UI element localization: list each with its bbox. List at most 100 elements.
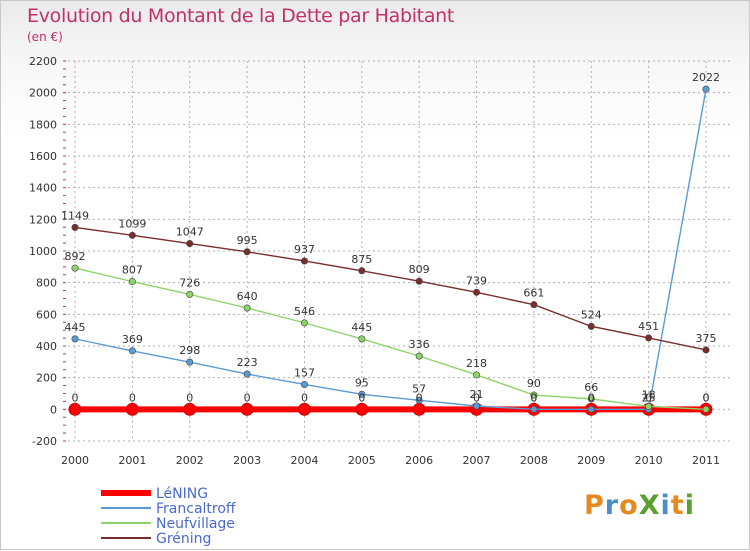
data-point [68, 402, 82, 416]
data-label: 875 [351, 253, 372, 266]
data-label: 298 [179, 344, 200, 357]
y-tick-label: 1400 [29, 182, 57, 195]
data-point [71, 335, 79, 343]
data-label: 937 [294, 243, 315, 256]
data-label: 18 [642, 388, 656, 401]
data-point [530, 301, 538, 309]
x-tick-label: 2003 [233, 454, 261, 467]
logo-letter: P [584, 490, 605, 521]
series-line [74, 226, 707, 351]
data-point [587, 405, 595, 413]
data-label: 157 [294, 366, 315, 379]
data-point [125, 402, 139, 416]
data-point [71, 223, 79, 231]
x-tick-label: 2006 [405, 454, 433, 467]
y-tick-label: 200 [36, 372, 57, 385]
data-label: 0 [703, 391, 710, 404]
y-tick-label: 1600 [29, 150, 57, 163]
logo-letter: i [684, 490, 695, 521]
data-point [128, 278, 136, 286]
data-point [355, 402, 369, 416]
axis-layer: -200020040060080010001200140016001800200… [29, 55, 720, 467]
data-label: 0 [530, 391, 537, 404]
data-point [243, 370, 251, 378]
y-tick-label: 2000 [29, 87, 57, 100]
y-tick-label: 400 [36, 340, 57, 353]
x-tick-label: 2005 [348, 454, 376, 467]
data-label: 57 [412, 382, 426, 395]
legend-label: LéNING [156, 486, 208, 502]
logo-letter: t [670, 490, 685, 521]
legend-label: Gréning [156, 531, 211, 547]
y-tick-label: 2200 [29, 55, 57, 68]
data-label: 0 [358, 391, 365, 404]
data-label: 95 [355, 376, 369, 389]
x-tick-label: 2004 [290, 454, 318, 467]
data-point [186, 240, 194, 248]
data-point [415, 396, 423, 404]
data-point [128, 347, 136, 355]
data-label: 0 [645, 391, 652, 404]
y-tick-label: -200 [32, 435, 57, 448]
data-label: 0 [530, 391, 537, 404]
data-point [645, 334, 653, 342]
logo-letter: o [619, 490, 639, 521]
data-point [473, 402, 481, 410]
data-label: 0 [186, 391, 193, 404]
data-point [412, 402, 426, 416]
data-label: 0 [72, 391, 79, 404]
chart-title: Evolution du Montant de la Dette par Hab… [27, 5, 455, 27]
data-point [240, 402, 254, 416]
data-label: 0 [244, 391, 251, 404]
data-label: 0 [588, 391, 595, 404]
data-point [587, 395, 595, 403]
data-point [358, 267, 366, 275]
data-point [358, 335, 366, 343]
x-tick-label: 2002 [176, 454, 204, 467]
y-tick-label: 800 [36, 277, 57, 290]
x-tick-label: 2001 [118, 454, 146, 467]
y-tick-label: 1200 [29, 213, 57, 226]
data-label: 369 [122, 333, 143, 346]
data-label: 25 [642, 391, 656, 404]
data-point [300, 319, 308, 327]
data-point [530, 391, 538, 399]
logo-letter: i [660, 490, 671, 521]
data-label: 375 [696, 332, 717, 345]
data-point [186, 290, 194, 298]
data-label: 0 [301, 391, 308, 404]
data-point [645, 402, 653, 410]
data-point [415, 277, 423, 285]
data-label: 640 [237, 290, 258, 303]
data-label: 2022 [692, 71, 720, 84]
data-label: 892 [65, 250, 86, 263]
data-label: 445 [351, 321, 372, 334]
data-label: 223 [237, 356, 258, 369]
data-label: 1047 [176, 226, 204, 239]
data-label: 0 [129, 391, 136, 404]
y-tick-label: 0 [50, 403, 57, 416]
data-point [358, 390, 366, 398]
data-label: 21 [470, 388, 484, 401]
x-tick-label: 2009 [577, 454, 605, 467]
x-tick-label: 2008 [520, 454, 548, 467]
data-point [702, 85, 710, 93]
grid-layer [63, 60, 731, 442]
data-label: 90 [527, 377, 541, 390]
data-label: 524 [581, 308, 602, 321]
data-label: 1099 [118, 217, 146, 230]
x-tick-label: 2000 [61, 454, 89, 467]
logo-letter: X [638, 490, 661, 521]
data-label: 0 [703, 391, 710, 404]
data-label: 995 [237, 234, 258, 247]
data-point [702, 346, 710, 354]
data-point [297, 402, 311, 416]
data-point [415, 352, 423, 360]
data-point [186, 358, 194, 366]
data-point [587, 322, 595, 330]
data-point [243, 248, 251, 256]
data-label: 0 [416, 391, 423, 404]
legend-label: Neufvillage [156, 516, 235, 532]
